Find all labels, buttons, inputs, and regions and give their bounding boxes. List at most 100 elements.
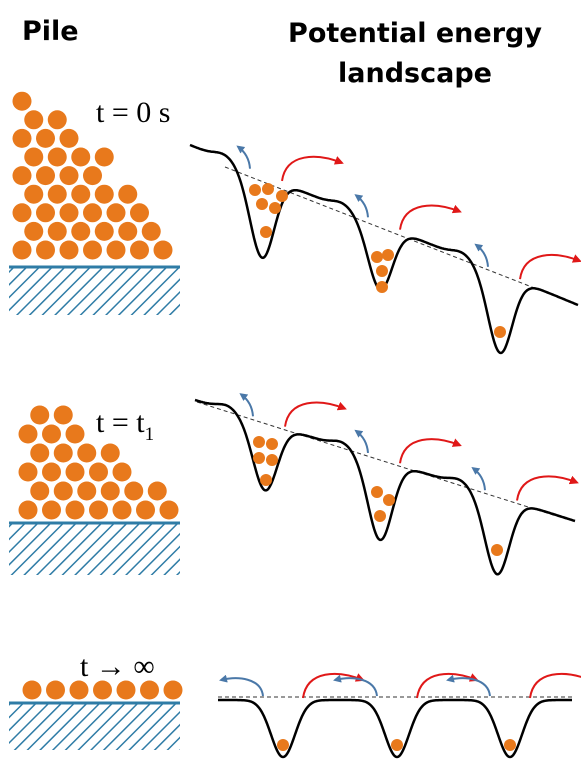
particle xyxy=(59,203,79,223)
particle xyxy=(112,462,132,482)
particle xyxy=(42,424,61,444)
time-subscript: 1 xyxy=(145,424,155,445)
reference-line xyxy=(224,166,561,299)
particle xyxy=(371,486,383,498)
escape-arrow-left xyxy=(446,674,491,697)
particle xyxy=(163,680,183,700)
particle xyxy=(53,443,73,463)
particle xyxy=(253,436,265,448)
particle xyxy=(46,680,65,700)
particle xyxy=(30,443,50,463)
energy-curve xyxy=(194,398,576,576)
particle xyxy=(36,128,55,148)
particle xyxy=(89,500,108,520)
particle xyxy=(276,190,288,202)
particle xyxy=(253,452,265,464)
particle xyxy=(71,184,91,204)
particle xyxy=(118,221,138,241)
particle xyxy=(24,184,44,204)
particle xyxy=(59,166,79,186)
energy-curve xyxy=(218,698,572,759)
particle xyxy=(47,147,67,167)
particle xyxy=(153,240,173,260)
particle xyxy=(256,198,268,210)
particle xyxy=(504,739,516,751)
ground-hatch xyxy=(9,704,180,750)
particle xyxy=(100,443,120,463)
particle xyxy=(262,183,274,195)
escape-arrow-right xyxy=(302,672,365,699)
time-text: t = t xyxy=(96,406,145,439)
particle xyxy=(65,462,85,482)
particle xyxy=(47,110,67,130)
particle xyxy=(30,481,50,501)
particle xyxy=(77,443,97,463)
particle xyxy=(53,405,73,425)
particle xyxy=(83,240,102,260)
particle xyxy=(140,680,159,700)
particle xyxy=(22,680,42,700)
particle xyxy=(94,184,114,204)
particle xyxy=(71,147,91,167)
particle xyxy=(130,203,149,223)
particle xyxy=(391,739,403,751)
escape-arrow-left xyxy=(239,393,254,417)
particle xyxy=(106,203,126,223)
particle xyxy=(65,424,85,444)
particle xyxy=(12,128,32,148)
escape-arrow-left xyxy=(236,145,251,169)
escape-arrow-right xyxy=(284,401,347,427)
reference-line xyxy=(196,401,567,520)
particle xyxy=(159,500,179,520)
particle xyxy=(18,500,38,520)
particle xyxy=(36,203,55,223)
particle xyxy=(30,405,50,425)
particle xyxy=(69,680,89,700)
particle xyxy=(141,221,161,241)
particle xyxy=(266,438,278,450)
particle xyxy=(494,326,506,338)
escape-arrow-right xyxy=(529,672,581,699)
particle xyxy=(147,481,167,501)
particle xyxy=(371,251,383,263)
particle xyxy=(42,500,61,520)
particle xyxy=(77,481,97,501)
particle xyxy=(83,203,102,223)
escape-arrow-right xyxy=(281,155,344,182)
particle xyxy=(36,166,55,186)
escape-arrow-left xyxy=(474,243,489,267)
particle xyxy=(491,544,503,556)
particle xyxy=(260,226,272,238)
particle xyxy=(130,240,149,260)
particle xyxy=(24,147,44,167)
ground-hatch xyxy=(9,524,180,575)
particle xyxy=(47,184,67,204)
particle xyxy=(36,240,55,260)
escape-arrow-left xyxy=(333,674,378,697)
particle xyxy=(277,739,289,751)
particle xyxy=(374,510,386,522)
particle xyxy=(12,91,32,111)
particle xyxy=(100,481,120,501)
particle xyxy=(65,500,85,520)
particle xyxy=(59,128,79,148)
particle xyxy=(47,221,67,241)
escape-arrow-right xyxy=(416,672,479,699)
ground-hatch xyxy=(9,268,180,315)
particle xyxy=(260,474,272,486)
particle xyxy=(269,202,281,214)
particle xyxy=(18,424,38,444)
escape-arrow-left xyxy=(219,674,264,697)
particle xyxy=(124,481,144,501)
time-label: t = 0 s xyxy=(96,96,170,129)
escape-arrow-right xyxy=(399,438,462,464)
particle xyxy=(53,481,73,501)
particle xyxy=(136,500,155,520)
particle xyxy=(94,221,114,241)
particle xyxy=(116,680,136,700)
particle xyxy=(24,110,44,130)
particle xyxy=(89,462,108,482)
landscape-heading: landscape xyxy=(338,58,492,89)
